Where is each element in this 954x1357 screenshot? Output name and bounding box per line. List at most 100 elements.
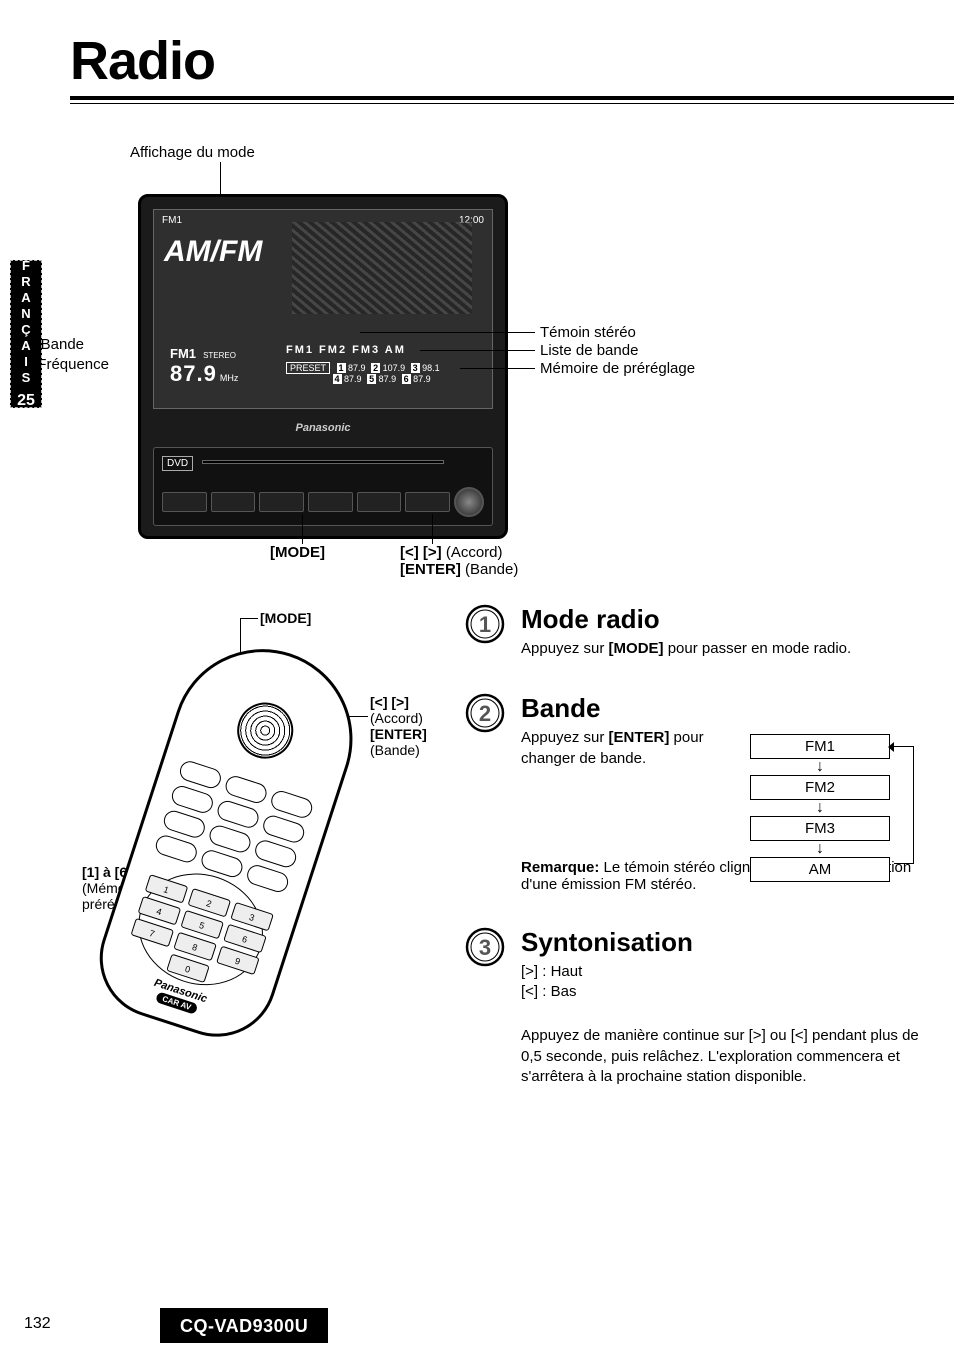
deck-controls xyxy=(162,485,484,519)
preset-num: 1 xyxy=(337,363,346,373)
callout-preset-memory: Mémoire de préréglage xyxy=(540,360,695,377)
band-freq-block: FM1 STEREO 87.9 MHz xyxy=(170,346,238,387)
preset-row: PRESET 1 87.9 2 107.9 3 98.1 4 87.9 5 87… xyxy=(286,362,443,384)
arrows-note: (Accord) xyxy=(446,544,503,561)
frequency-display: 87.9 xyxy=(170,361,217,386)
preset-num: 6 xyxy=(402,374,411,384)
preset-val: 87.9 xyxy=(344,374,362,384)
frequency-unit: MHz xyxy=(220,373,239,383)
screen-band-small: FM1 xyxy=(162,215,182,226)
page-title: Radio xyxy=(70,30,954,92)
deck-button xyxy=(259,492,304,512)
flow-return-arrow xyxy=(894,746,914,864)
callout-line xyxy=(460,368,535,369)
band-box-am: AM xyxy=(750,857,890,882)
callout-line xyxy=(432,514,433,544)
deck-button xyxy=(211,492,256,512)
step-1-title: Mode radio xyxy=(521,604,935,635)
preset-num: 5 xyxy=(367,374,376,384)
preset-val: 87.9 xyxy=(348,363,366,373)
step-3-lines: [>] : Haut [<] : Bas xyxy=(521,962,935,1003)
preset-label: PRESET xyxy=(286,362,330,374)
arrow-down-icon: ↓ xyxy=(720,843,920,855)
deck-button xyxy=(357,492,402,512)
enter-note: (Bande) xyxy=(465,561,518,578)
arrow-down-icon: ↓ xyxy=(720,761,920,773)
model-badge: CQ-VAD9300U xyxy=(160,1308,328,1343)
step-3: 3 Syntonisation [>] : Haut [<] : Bas App… xyxy=(465,927,935,1087)
lang-page-num: 25 xyxy=(11,392,41,410)
step-1: 1 Mode radio Appuyez sur [MODE] pour pas… xyxy=(465,604,935,659)
arrow-down-icon: ↓ xyxy=(720,802,920,814)
dvd-badge: DVD xyxy=(162,456,193,471)
callout-band: Bande xyxy=(41,336,84,353)
band-box-fm1: FM1 xyxy=(750,734,890,759)
remote-joystick xyxy=(230,695,301,766)
step-2-text: Appuyez sur [ENTER] pour changer de band… xyxy=(521,728,711,769)
callout-bandlist: Liste de bande xyxy=(540,342,638,359)
enter-label: [ENTER] xyxy=(400,561,461,578)
preset-val: 98.1 xyxy=(422,363,440,373)
band-list: FM1 FM2 FM3 AM xyxy=(286,344,406,356)
step-3-para: Appuyez de manière continue sur [>] ou [… xyxy=(521,1026,935,1087)
remote-arrows-block: [<] [>] (Accord) [ENTER] (Bande) xyxy=(370,694,427,758)
title-rule xyxy=(70,96,954,104)
remote-mode-label: [MODE] xyxy=(260,610,311,626)
remote-enter-note: (Bande) xyxy=(370,742,427,758)
remote-diagram: [MODE] [<] [>] (Accord) [ENTER] (Bande) … xyxy=(50,604,450,1074)
svg-text:3: 3 xyxy=(479,935,491,960)
preset-num: 4 xyxy=(333,374,342,384)
remote-control: 1 2 3 4 5 6 7 8 9 0 Panasonic CAR AV xyxy=(84,626,376,1053)
screen-texture xyxy=(292,222,472,314)
band-display: FM1 xyxy=(170,346,196,361)
remote-arrows-label: [<] [>] xyxy=(370,694,409,710)
callout-stereo: Témoin stéréo xyxy=(540,324,636,341)
step-1-text: Appuyez sur [MODE] pour passer en mode r… xyxy=(521,639,935,659)
callout-frequency: Fréquence xyxy=(37,356,109,373)
svg-text:1: 1 xyxy=(479,612,491,637)
screen-info-row: FM1 STEREO 87.9 MHz FM1 FM2 FM3 AM PRESE… xyxy=(166,338,480,398)
deck-button xyxy=(405,492,450,512)
remote-button xyxy=(245,863,291,895)
volume-knob xyxy=(454,487,484,517)
lang-letter: Ç xyxy=(11,322,41,337)
callout-mode-display: Affichage du mode xyxy=(130,144,255,161)
remote-enter-label: [ENTER] xyxy=(370,726,427,742)
callout-line xyxy=(420,350,535,351)
remote-button xyxy=(153,833,199,865)
lang-letter: R xyxy=(11,274,41,289)
device-unit: FM1 12:00 AM/FM FM1 STEREO 87.9 MHz FM1 … xyxy=(138,194,508,539)
lang-letter: A xyxy=(11,338,41,353)
preset-num: 3 xyxy=(411,363,420,373)
svg-text:2: 2 xyxy=(479,701,491,726)
band-box-fm2: FM2 xyxy=(750,775,890,800)
callout-line xyxy=(240,618,258,619)
language-tab: F R A N Ç A I S 25 xyxy=(10,260,42,408)
deck-button xyxy=(308,492,353,512)
page-number: 132 xyxy=(24,1315,51,1333)
step-number-icon: 1 xyxy=(465,604,505,644)
device-screen: FM1 12:00 AM/FM FM1 STEREO 87.9 MHz FM1 … xyxy=(153,209,493,409)
preset-val: 87.9 xyxy=(379,374,397,384)
arrows-label: [<] [>] xyxy=(400,544,442,561)
stereo-indicator: STEREO xyxy=(203,351,236,360)
band-box-fm3: FM3 xyxy=(750,816,890,841)
preset-num: 2 xyxy=(371,363,380,373)
preset-val: 107.9 xyxy=(383,363,406,373)
lang-letter: F xyxy=(11,258,41,273)
band-flow-diagram: FM1 ↓ FM2 ↓ FM3 ↓ AM xyxy=(720,734,920,882)
preset-val: 87.9 xyxy=(413,374,431,384)
disc-slot xyxy=(202,460,444,464)
remote-arrows-note: (Accord) xyxy=(370,710,427,726)
callout-line xyxy=(360,332,535,333)
step-3-title: Syntonisation xyxy=(521,927,935,958)
device-deck: DVD xyxy=(153,447,493,526)
mode-button-label: [MODE] xyxy=(270,544,325,561)
step-number-icon: 3 xyxy=(465,927,505,967)
callout-line xyxy=(302,514,303,544)
step-number-icon: 2 xyxy=(465,693,505,733)
deck-button xyxy=(162,492,207,512)
lang-letter: N xyxy=(11,306,41,321)
arrow-enter-labels: [<] [>] (Accord) [ENTER] (Bande) xyxy=(400,544,518,578)
lower-section: [MODE] [<] [>] (Accord) [ENTER] (Bande) … xyxy=(0,604,954,1244)
